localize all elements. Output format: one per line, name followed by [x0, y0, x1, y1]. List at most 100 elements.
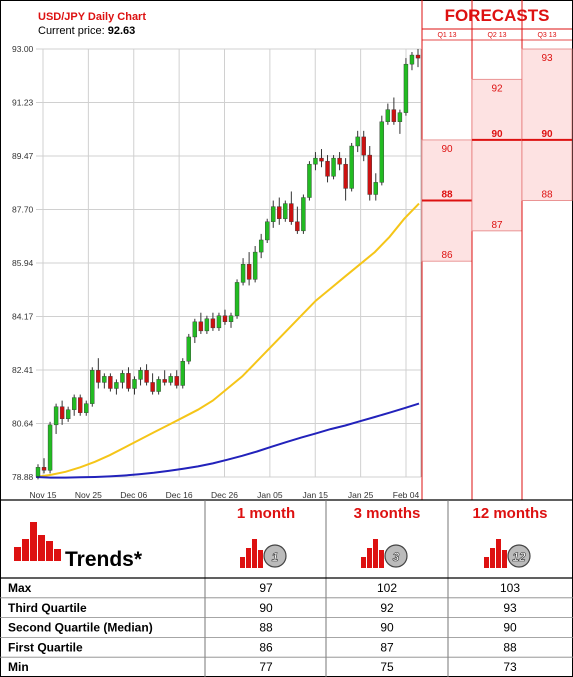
chart-title: USD/JPY Daily Chart [38, 11, 146, 23]
forecast-first-quartile: 86 [441, 250, 453, 261]
candle-down [150, 382, 155, 392]
y-tick-label: 82.41 [12, 365, 34, 375]
trends-table: Trends* 1 month 1 3 months 3 12 months 12 Max… [0, 499, 573, 677]
forecasts-title: FORECASTS [445, 6, 550, 25]
candle-up [228, 315, 234, 323]
trend-row-label: Max [8, 581, 32, 595]
trend-value: 73 [503, 660, 517, 674]
candle-up [313, 157, 318, 165]
candle-up [53, 406, 59, 426]
candle-up [168, 376, 173, 383]
candle-up [120, 373, 125, 383]
candle-down [361, 136, 366, 156]
trend-icon-bar [240, 557, 245, 568]
trend-icon-bar [484, 557, 489, 568]
candle-up [132, 379, 137, 389]
candle-up [355, 136, 360, 147]
x-tick-label: Jan 05 [257, 490, 283, 500]
trend-column-header: 1 month [237, 505, 295, 522]
forecast-quartile-box [471, 78, 523, 232]
candle-up [192, 321, 198, 338]
trends-column-headers: 1 month 1 3 months 3 12 months 12 [237, 505, 548, 568]
trend-value: 90 [503, 621, 517, 635]
forecast-col-label: Q1 13 [437, 32, 456, 39]
x-tick-label: Dec 26 [211, 490, 238, 500]
moving-average-yellow [35, 202, 420, 478]
forecast-panel: FORECASTS Q1 13 90 88 86 Q2 13 92 90 87 Q3 13 93 9… [421, 0, 573, 500]
trend-value: 93 [503, 601, 517, 615]
candle-down [144, 370, 149, 383]
y-tick-label: 78.88 [12, 472, 34, 482]
candle-up [397, 112, 403, 122]
trend-value: 92 [380, 601, 394, 615]
y-tick-label: 91.23 [12, 98, 34, 108]
forecast-third-quartile: 90 [441, 144, 453, 155]
forecast-median: 90 [491, 129, 503, 140]
candle-up [331, 157, 336, 177]
trend-icon-bar [246, 548, 251, 568]
x-tick-label: Jan 15 [302, 490, 328, 500]
candle-up [114, 382, 119, 389]
trend-value: 90 [380, 621, 394, 635]
candle-down [210, 318, 216, 329]
candle-up [409, 54, 415, 65]
candle-down [222, 315, 228, 323]
forecast-quartile-box [521, 48, 573, 201]
trend-column-header: 3 months [354, 505, 421, 522]
forecast-first-quartile: 87 [491, 220, 503, 231]
candle-down [277, 206, 282, 219]
trend-icon-badge [384, 544, 408, 568]
candle-up [252, 251, 258, 280]
forecast-columns: Q1 13 90 88 86 Q2 13 92 90 87 Q3 13 93 90 88 [421, 0, 573, 500]
candle-down [126, 373, 131, 389]
x-axis: Nov 15 Nov 25 Dec 06 Dec 16 Dec 26 Jan 05 Jan … [30, 490, 420, 500]
forecast-third-quartile: 92 [491, 83, 503, 94]
trend-row-label: Third Quartile [8, 601, 87, 615]
candle-down [198, 321, 204, 332]
moving-average-blue [35, 402, 420, 479]
forecast-median: 88 [441, 190, 453, 201]
candle-up [234, 282, 240, 316]
trend-value: 75 [380, 660, 394, 674]
trend-value: 88 [503, 640, 517, 654]
y-axis: 93.00 91.23 89.47 87.70 85.94 84.17 82.41 80.64… [12, 44, 34, 482]
forecast-first-quartile: 88 [541, 190, 553, 201]
candle-down [289, 203, 294, 222]
candle-down [325, 160, 330, 177]
trend-value: 77 [259, 660, 273, 674]
candle-up [373, 182, 378, 195]
trend-icon-bar [361, 557, 366, 568]
y-tick-label: 80.64 [12, 419, 34, 429]
trend-row-label: Second Quartile (Median) [8, 621, 153, 635]
candle-up [240, 264, 246, 283]
trend-value: 103 [500, 581, 520, 595]
trend-icon-bar [502, 550, 507, 568]
forecast-median: 90 [541, 129, 553, 140]
x-tick-label: Dec 06 [120, 490, 147, 500]
candle-down [337, 157, 342, 165]
candle-up [385, 109, 391, 122]
candle-up [35, 467, 41, 477]
trend-value: 102 [377, 581, 397, 595]
candle-down [41, 467, 47, 471]
trend-value: 90 [259, 601, 273, 615]
trends-label: Trends* [65, 548, 143, 571]
trend-value: 87 [380, 640, 394, 654]
trend-icon-bar [252, 539, 257, 568]
y-tick-label: 93.00 [12, 44, 34, 54]
candle-down [415, 54, 421, 59]
y-tick-label: 84.17 [12, 312, 34, 322]
trends-rows: Max 97 102 103 Third Quartile 90 92 93 Second Qu… [0, 581, 573, 674]
candle-up [102, 376, 107, 383]
moving-averages [35, 202, 420, 479]
y-tick-label: 87.70 [12, 205, 34, 215]
candle-up [65, 409, 71, 420]
trend-period-icon: 12 [484, 539, 531, 568]
trend-icon-number: 12 [512, 550, 526, 564]
trends-bar-icon [14, 522, 61, 561]
candle-up [403, 63, 409, 113]
x-tick-label: Nov 25 [75, 490, 102, 500]
trend-icon-bar [490, 548, 495, 568]
candle-up [216, 315, 222, 329]
